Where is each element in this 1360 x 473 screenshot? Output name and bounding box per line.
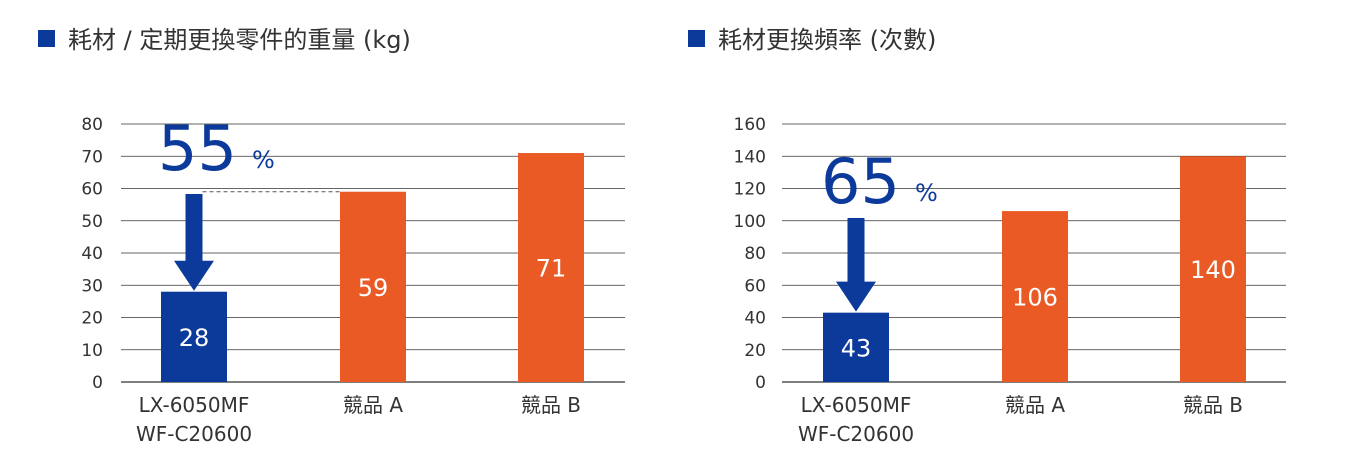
bar-value-label: 43 [841,334,872,362]
y-tick-label: 10 [81,341,103,361]
bar-value-label: 28 [179,324,210,352]
reduction-percent-unit: % [252,146,275,174]
y-tick-label: 140 [734,147,766,167]
y-tick-label: 20 [81,309,103,329]
square-bullet-icon [688,30,705,47]
reduction-percent-unit: % [915,179,938,207]
y-tick-labels: 0 20 40 60 80 100 120 140 160 [734,115,766,393]
down-arrow-icon [836,218,876,312]
y-tick-label: 50 [81,212,103,232]
chart-weight: 耗材 / 定期更換零件的重量 (kg) 0 10 20 30 40 50 60 70 80 28… [38,26,625,446]
reduction-percent: 65 [821,145,900,218]
x-tick-label: 競品 A [1005,393,1065,417]
y-tick-labels: 0 10 20 30 40 50 60 70 80 [81,115,103,393]
x-tick-label: 競品 B [1183,393,1243,417]
y-tick-label: 70 [81,147,103,167]
bar [823,312,889,382]
bar [1002,211,1068,382]
y-tick-label: 0 [755,373,766,393]
y-tick-label: 100 [734,212,766,232]
bar-value-label: 106 [1012,284,1058,312]
x-tick-label: LX-6050MF [801,393,912,417]
x-tick-labels: LX-6050MF WF-C20600 競品 A 競品 B [798,393,1243,446]
y-tick-label: 40 [744,309,766,329]
y-tick-label: 20 [744,341,766,361]
x-tick-label: 競品 A [343,393,403,417]
x-tick-label: WF-C20600 [136,422,252,446]
y-tick-label: 120 [734,180,766,200]
x-tick-label: WF-C20600 [798,422,914,446]
reduction-percent: 55 [158,112,237,185]
chart-title: 耗材更換頻率 (次數) [718,26,936,54]
x-tick-labels: LX-6050MF WF-C20600 競品 A 競品 B [136,393,581,446]
x-tick-label: LX-6050MF [139,393,250,417]
chart-title: 耗材 / 定期更換零件的重量 (kg) [68,26,411,54]
y-tick-label: 80 [744,244,766,264]
bar-value-label: 59 [358,274,389,302]
y-tick-label: 160 [734,115,766,135]
bar-value-label: 140 [1190,256,1236,284]
y-tick-label: 80 [81,115,103,135]
down-arrow-shape [836,218,876,312]
bars: 28 59 71 [161,153,584,382]
bars: 43 106 140 [823,156,1246,382]
y-tick-label: 0 [92,373,103,393]
bar-value-label: 71 [536,255,567,283]
y-tick-label: 60 [81,180,103,200]
down-arrow-icon [174,194,214,291]
down-arrow-shape [174,194,214,291]
x-tick-label: 競品 B [521,393,581,417]
bar [161,291,227,382]
chart-frequency: 耗材更換頻率 (次數) 0 20 40 60 80 100 120 140 160 43 106 1… [688,26,1286,446]
bar [340,191,406,382]
bar [518,153,584,382]
y-tick-label: 40 [81,244,103,264]
bar [1180,156,1246,382]
y-tick-label: 30 [81,276,103,296]
square-bullet-icon [38,30,55,47]
y-tick-label: 60 [744,276,766,296]
